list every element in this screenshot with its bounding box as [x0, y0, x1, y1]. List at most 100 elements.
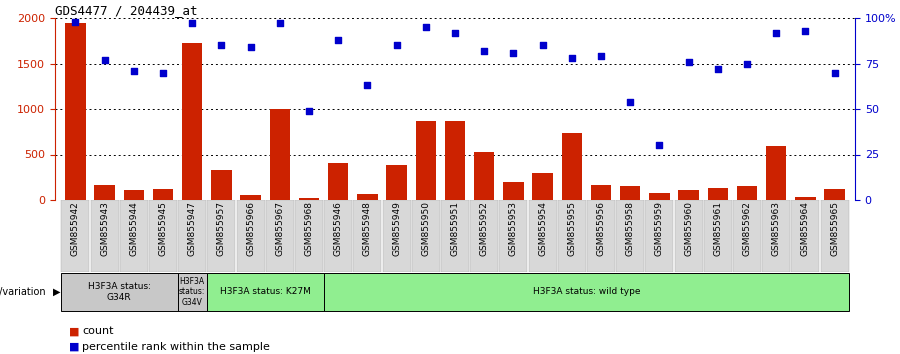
FancyBboxPatch shape	[91, 200, 119, 272]
Text: GSM855962: GSM855962	[742, 201, 752, 256]
Point	[740, 61, 754, 66]
Bar	[707, 188, 728, 200]
Point	[681, 59, 696, 64]
Point	[652, 143, 667, 148]
Point	[331, 37, 346, 43]
Text: H3F3A status: K27M: H3F3A status: K27M	[220, 287, 310, 297]
Text: GSM855942: GSM855942	[71, 201, 80, 256]
Text: GSM855946: GSM855946	[334, 201, 343, 256]
Bar	[737, 186, 757, 200]
Text: GSM855967: GSM855967	[275, 201, 284, 256]
Text: GSM855951: GSM855951	[451, 201, 460, 256]
Bar	[182, 44, 202, 200]
Point	[564, 55, 579, 61]
FancyBboxPatch shape	[762, 200, 790, 272]
Bar	[94, 185, 115, 200]
Bar	[328, 163, 348, 200]
Text: GSM855965: GSM855965	[830, 201, 839, 256]
Point	[506, 50, 520, 56]
Text: GSM855961: GSM855961	[714, 201, 723, 256]
Point	[214, 42, 229, 48]
Bar	[649, 193, 670, 200]
Bar	[270, 109, 290, 200]
Point	[418, 24, 433, 30]
FancyBboxPatch shape	[324, 200, 352, 272]
Bar	[474, 152, 494, 200]
Point	[302, 108, 316, 114]
FancyBboxPatch shape	[237, 200, 265, 272]
Text: H3F3A
status:
G34V: H3F3A status: G34V	[179, 277, 205, 307]
Text: GSM855945: GSM855945	[158, 201, 167, 256]
FancyBboxPatch shape	[120, 200, 148, 272]
Bar	[386, 165, 407, 200]
Text: GSM855957: GSM855957	[217, 201, 226, 256]
Text: GSM855955: GSM855955	[567, 201, 576, 256]
Point	[97, 57, 112, 63]
FancyBboxPatch shape	[354, 200, 382, 272]
Point	[477, 48, 491, 53]
FancyBboxPatch shape	[733, 200, 761, 272]
Bar	[533, 173, 553, 200]
Point	[448, 30, 463, 35]
FancyBboxPatch shape	[528, 200, 556, 272]
Point	[68, 19, 83, 24]
Text: GSM855963: GSM855963	[771, 201, 780, 256]
Text: H3F3A status:
G34R: H3F3A status: G34R	[87, 282, 150, 302]
Text: GDS4477 / 204439_at: GDS4477 / 204439_at	[55, 4, 197, 17]
Text: GSM855966: GSM855966	[246, 201, 255, 256]
Point	[798, 28, 813, 34]
Bar	[416, 121, 436, 200]
FancyBboxPatch shape	[382, 200, 410, 272]
FancyBboxPatch shape	[266, 200, 293, 272]
FancyBboxPatch shape	[61, 273, 177, 311]
Point	[594, 53, 608, 59]
FancyBboxPatch shape	[558, 200, 586, 272]
Point	[390, 42, 404, 48]
Text: GSM855944: GSM855944	[130, 201, 139, 256]
Point	[711, 66, 725, 72]
FancyBboxPatch shape	[324, 273, 850, 311]
Bar	[620, 186, 641, 200]
Bar	[795, 197, 815, 200]
FancyBboxPatch shape	[704, 200, 732, 272]
Text: GSM855956: GSM855956	[597, 201, 606, 256]
FancyBboxPatch shape	[61, 200, 89, 272]
Point	[243, 44, 257, 50]
Bar	[766, 146, 787, 200]
Bar	[123, 189, 144, 200]
Bar	[590, 185, 611, 200]
Text: GSM855964: GSM855964	[801, 201, 810, 256]
Point	[769, 30, 783, 35]
Text: GSM855958: GSM855958	[626, 201, 634, 256]
Text: H3F3A status: wild type: H3F3A status: wild type	[533, 287, 640, 297]
FancyBboxPatch shape	[207, 200, 236, 272]
FancyBboxPatch shape	[177, 273, 207, 311]
FancyBboxPatch shape	[675, 200, 703, 272]
Point	[185, 21, 200, 26]
FancyBboxPatch shape	[587, 200, 615, 272]
Text: GSM855953: GSM855953	[508, 201, 518, 256]
Text: GSM855954: GSM855954	[538, 201, 547, 256]
Text: ■: ■	[68, 326, 79, 336]
Bar	[357, 194, 378, 200]
Bar	[299, 198, 320, 200]
FancyBboxPatch shape	[295, 200, 323, 272]
Bar	[679, 189, 698, 200]
FancyBboxPatch shape	[791, 200, 819, 272]
Text: GSM855948: GSM855948	[363, 201, 372, 256]
Text: count: count	[82, 326, 113, 336]
Text: GSM855959: GSM855959	[655, 201, 664, 256]
Text: GSM855952: GSM855952	[480, 201, 489, 256]
Point	[827, 70, 842, 75]
Text: GSM855947: GSM855947	[188, 201, 197, 256]
Text: percentile rank within the sample: percentile rank within the sample	[82, 342, 270, 352]
Text: GSM855950: GSM855950	[421, 201, 430, 256]
Bar	[65, 23, 86, 200]
Point	[623, 99, 637, 104]
FancyBboxPatch shape	[645, 200, 673, 272]
Text: genotype/variation: genotype/variation	[0, 287, 46, 297]
Text: GSM855968: GSM855968	[304, 201, 313, 256]
FancyBboxPatch shape	[500, 200, 527, 272]
Text: ■: ■	[68, 342, 79, 352]
FancyBboxPatch shape	[207, 273, 324, 311]
